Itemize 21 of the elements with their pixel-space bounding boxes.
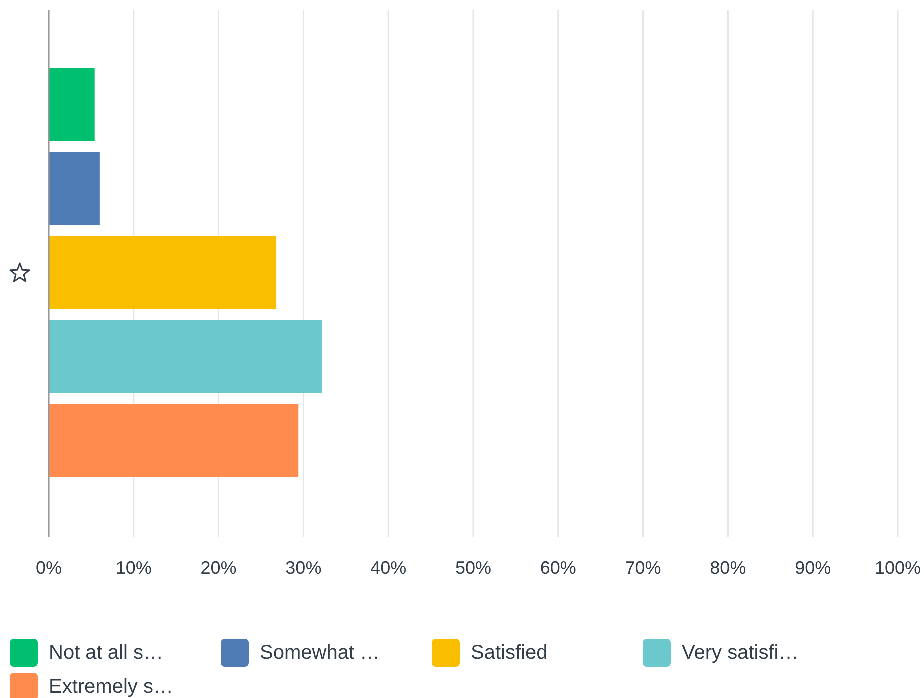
bar <box>49 68 95 141</box>
legend-label: Very satisfi… <box>682 642 799 664</box>
legend-label: Not at all s… <box>49 642 164 664</box>
bar <box>49 152 100 225</box>
x-tick-label: 80% <box>710 558 746 578</box>
x-tick-label: 50% <box>455 558 492 578</box>
x-tick-label: 30% <box>286 558 322 578</box>
legend-label: Satisfied <box>471 642 548 664</box>
x-tick-label: 40% <box>370 558 407 578</box>
bar <box>49 320 322 393</box>
x-tick-label: 0% <box>36 558 62 578</box>
x-tick-label: 20% <box>200 558 237 578</box>
legend-label: Somewhat … <box>260 642 380 664</box>
x-tick-label: 70% <box>625 558 662 578</box>
x-tick-label: 60% <box>540 558 576 578</box>
x-tick-label: 10% <box>116 558 152 578</box>
bar <box>49 404 299 477</box>
legend-label: Extremely s… <box>49 676 174 698</box>
bar <box>49 236 277 309</box>
x-tick-label: 90% <box>795 558 832 578</box>
x-tick-label: 100% <box>874 558 922 578</box>
